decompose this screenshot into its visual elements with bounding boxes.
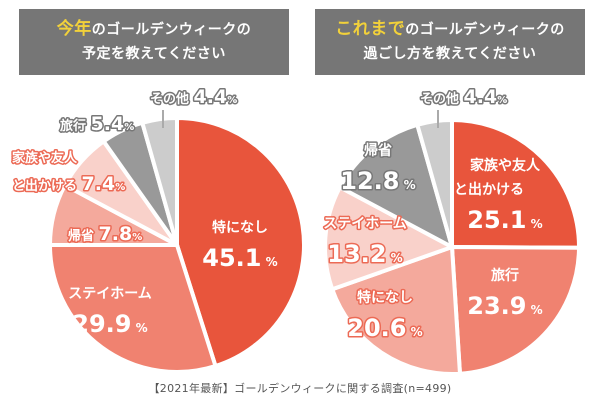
right-title-rest: のゴールデンウィークの — [405, 22, 565, 38]
slice-value: 13.2 % — [327, 240, 402, 268]
right-slice-label-1: 旅行 23.9 % — [467, 267, 542, 320]
slice-label-text: と出かける 7.4% — [12, 173, 125, 195]
slice-label-text: 家族や友人 — [470, 157, 541, 174]
slice-label-text: 特になし — [212, 219, 268, 236]
right-title-line2: 過ごし方を教えてください — [363, 46, 537, 62]
left-slice-label-1: ステイホーム 29.9 % — [68, 286, 152, 338]
slice-label-text: 帰省 — [364, 142, 392, 159]
slice-value: 25.1 % — [467, 206, 542, 234]
left-title-rest: のゴールデンウィークの — [91, 22, 252, 38]
left-pie-slice-0 — [175, 116, 306, 369]
right-title-highlight: これまで — [335, 19, 406, 39]
left-pie-slice-5 — [140, 116, 179, 247]
right-pie-slice-0 — [450, 118, 581, 250]
left-slice-label-2: 帰省 7.8% — [67, 222, 144, 247]
slice-value: 12.8 % — [340, 167, 415, 195]
right-chart-title: これまでのゴールデンウィークの 過ごし方を教えてください — [315, 9, 585, 75]
slice-label-text: 旅行 5.4% — [60, 113, 134, 135]
left-pie-slice-1 — [48, 243, 218, 374]
slice-label-text: その他 4.4% — [420, 86, 507, 108]
right-pie-slice-1 — [450, 245, 581, 376]
survey-caption: 【2021年最新】ゴールデンウィークに関する調査(n=499) — [148, 382, 452, 395]
slice-value: 29.9 % — [72, 310, 147, 338]
right-pie-slice-3 — [323, 185, 454, 292]
left-slice-label-5: その他 4.4% — [149, 85, 239, 128]
right-slice-label-2: 特になし 20.6 % — [346, 288, 424, 344]
slice-label-text: ステイホーム — [323, 216, 407, 232]
slice-label-text: と出かける — [454, 181, 524, 198]
left-title-highlight: 今年 — [56, 19, 92, 39]
right-slice-label-3: ステイホーム 13.2 % — [322, 215, 409, 270]
slice-value: 20.6 % — [347, 314, 422, 342]
slice-label-text: 旅行 — [491, 267, 519, 284]
right-slice-label-4: 帰省 12.8 % — [339, 141, 417, 197]
slice-value: 45.1 % — [202, 244, 277, 272]
slice-label-text: ステイホーム — [68, 286, 152, 302]
left-chart-title: 今年のゴールデンウィークの 予定を教えてください — [19, 9, 289, 75]
slice-label-text: 特になし — [357, 289, 413, 306]
right-slice-label-5: その他 4.4% — [419, 85, 509, 128]
slice-label-text: その他 4.4% — [150, 86, 237, 108]
left-slice-label-0: 特になし 45.1 % — [202, 219, 277, 272]
right-pie — [323, 118, 581, 376]
slice-value: 23.9 % — [467, 292, 542, 320]
left-slice-label-4: 旅行 5.4% — [59, 112, 136, 137]
right-pie-slice-5 — [415, 118, 454, 249]
left-title-line2: 予定を教えてください — [82, 46, 226, 62]
left-pie — [48, 116, 306, 374]
slice-label-text: 帰省 7.8% — [68, 223, 142, 245]
slice-label-text: 家族や友人 — [12, 150, 78, 166]
